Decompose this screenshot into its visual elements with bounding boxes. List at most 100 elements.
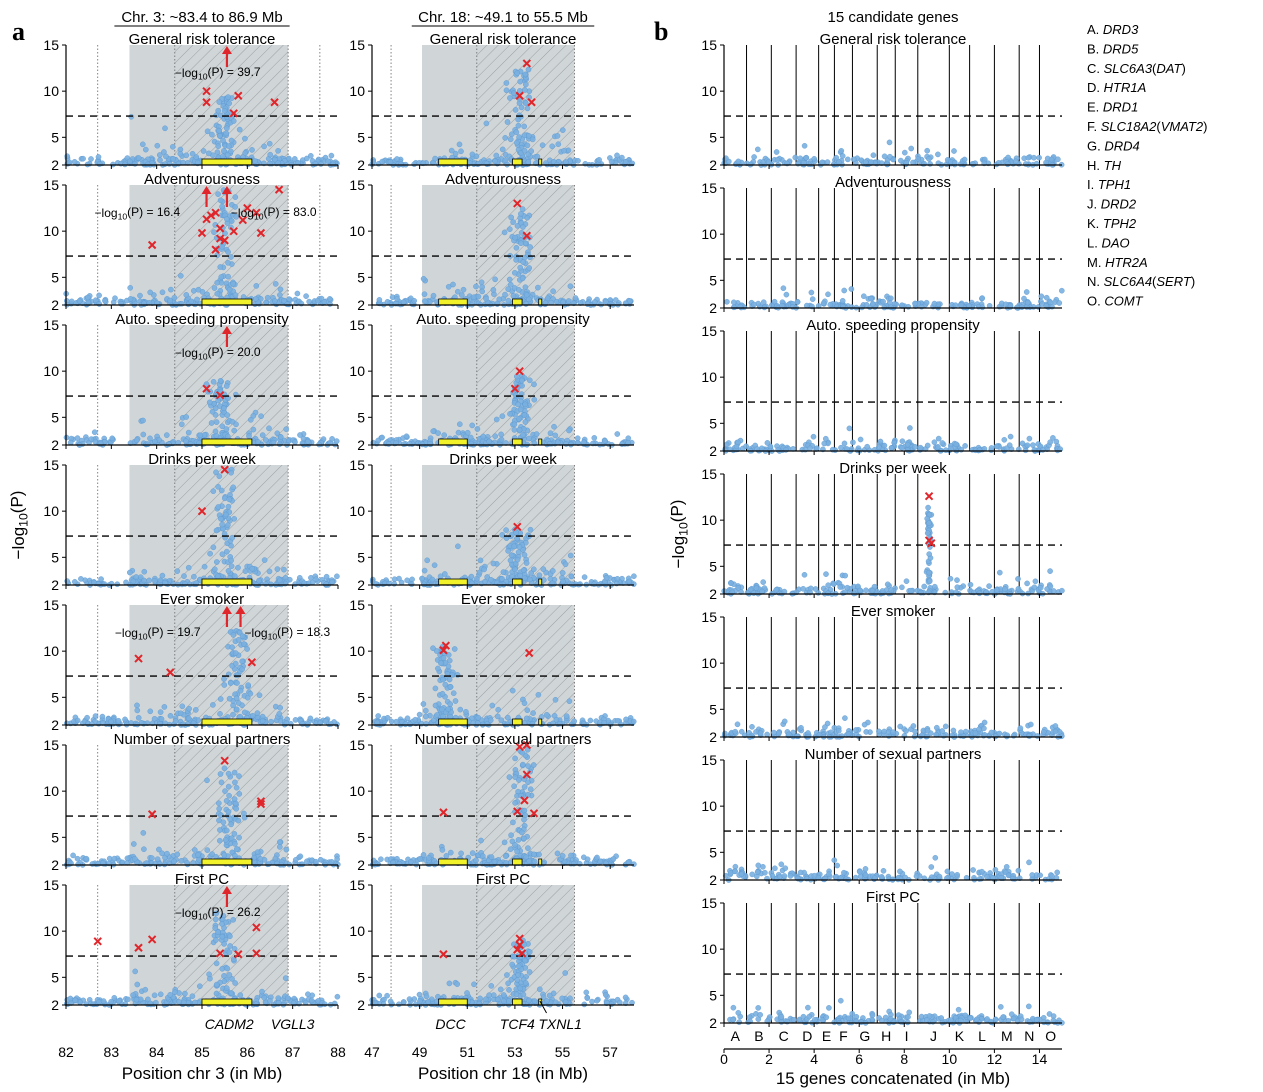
snp-point xyxy=(147,435,153,442)
snp-point xyxy=(962,443,968,449)
snp-point xyxy=(101,581,108,587)
snp-point xyxy=(522,87,528,93)
snp-point xyxy=(447,701,454,707)
gene-bar-txnl1 xyxy=(538,158,543,166)
snp-point xyxy=(572,295,579,301)
snp-point xyxy=(328,152,335,159)
snp-point xyxy=(451,646,458,652)
snp-point xyxy=(1024,442,1031,449)
snp-point xyxy=(948,445,954,452)
snp-point xyxy=(174,568,181,574)
snp-point xyxy=(550,288,556,295)
points-layer xyxy=(722,425,1064,454)
snp-point xyxy=(517,78,524,85)
snp-point xyxy=(430,428,437,435)
snp-point xyxy=(231,427,237,434)
snp-point xyxy=(282,975,289,981)
snp-point xyxy=(735,158,742,165)
snp-point xyxy=(420,275,427,282)
snp-point xyxy=(307,715,314,722)
snp-point xyxy=(587,861,594,868)
y-tick-label: 10 xyxy=(43,783,59,799)
snp-point xyxy=(213,469,219,476)
y-tick-label: 15 xyxy=(43,877,59,893)
snp-point xyxy=(152,577,158,584)
x-tick-label: 55 xyxy=(555,1044,571,1060)
snp-point xyxy=(429,576,436,583)
snp-point xyxy=(212,428,219,435)
snp-point xyxy=(464,429,471,436)
snp-point xyxy=(292,717,299,723)
trait-title: Adventurousness xyxy=(445,171,561,188)
snp-point xyxy=(239,666,245,673)
snp-point xyxy=(237,992,244,998)
snp-point xyxy=(277,705,284,711)
snp-point xyxy=(581,574,588,580)
snp-point xyxy=(221,108,228,114)
snp-point xyxy=(432,685,439,692)
snp-point xyxy=(764,440,771,446)
snp-point xyxy=(1015,576,1021,582)
snp-point xyxy=(475,714,482,721)
snp-point xyxy=(221,682,228,688)
snp-point xyxy=(492,433,499,440)
gene-bar-tcf4 xyxy=(512,718,523,726)
snp-point xyxy=(374,719,380,726)
snp-point xyxy=(141,846,147,853)
snp-point xyxy=(80,155,86,162)
snp-point xyxy=(515,549,522,556)
snp-point xyxy=(458,148,464,155)
snp-point xyxy=(560,578,566,585)
snp-point xyxy=(191,847,198,853)
lead-snp-marker xyxy=(229,109,238,118)
snp-point xyxy=(430,292,437,299)
snp-point xyxy=(877,438,884,445)
y-tick-label: 2 xyxy=(709,300,717,316)
snp-point xyxy=(194,296,200,303)
snp-point xyxy=(1056,300,1063,306)
snp-point xyxy=(189,150,196,157)
snp-point xyxy=(923,299,930,306)
snp-point xyxy=(1050,588,1057,594)
snp-point xyxy=(623,716,629,723)
gene-label: TXNL1 xyxy=(538,1016,582,1032)
snp-point xyxy=(169,143,176,150)
snp-point xyxy=(522,401,529,408)
snp-point xyxy=(221,765,228,772)
snp-point xyxy=(141,568,148,575)
y-tick-label: 2 xyxy=(357,297,365,313)
snp-point xyxy=(212,925,218,931)
snp-point xyxy=(373,581,380,587)
snp-point xyxy=(888,295,894,302)
snp-point xyxy=(760,299,767,306)
snp-point xyxy=(479,288,486,295)
snp-point xyxy=(276,441,283,448)
snp-point xyxy=(823,571,829,577)
snp-point xyxy=(221,148,227,154)
snp-point xyxy=(924,147,931,154)
snp-point xyxy=(724,298,730,305)
snp-point xyxy=(277,434,284,440)
snp-point xyxy=(375,713,382,719)
snp-point xyxy=(192,707,199,713)
snp-point xyxy=(521,835,527,842)
snp-point xyxy=(521,412,528,418)
snp-point xyxy=(580,721,587,728)
snp-point xyxy=(139,141,146,148)
snp-point xyxy=(523,81,529,88)
snp-point xyxy=(958,302,965,309)
snp-point xyxy=(547,430,554,437)
y-tick-label: 15 xyxy=(43,317,59,333)
snp-point xyxy=(171,294,178,301)
snp-point xyxy=(127,569,133,576)
snp-point xyxy=(253,1001,259,1008)
snp-point xyxy=(227,933,233,940)
snp-point xyxy=(780,285,787,292)
snp-point xyxy=(522,812,529,819)
snp-point xyxy=(430,645,436,652)
snp-point xyxy=(801,142,808,149)
snp-point xyxy=(228,835,235,842)
